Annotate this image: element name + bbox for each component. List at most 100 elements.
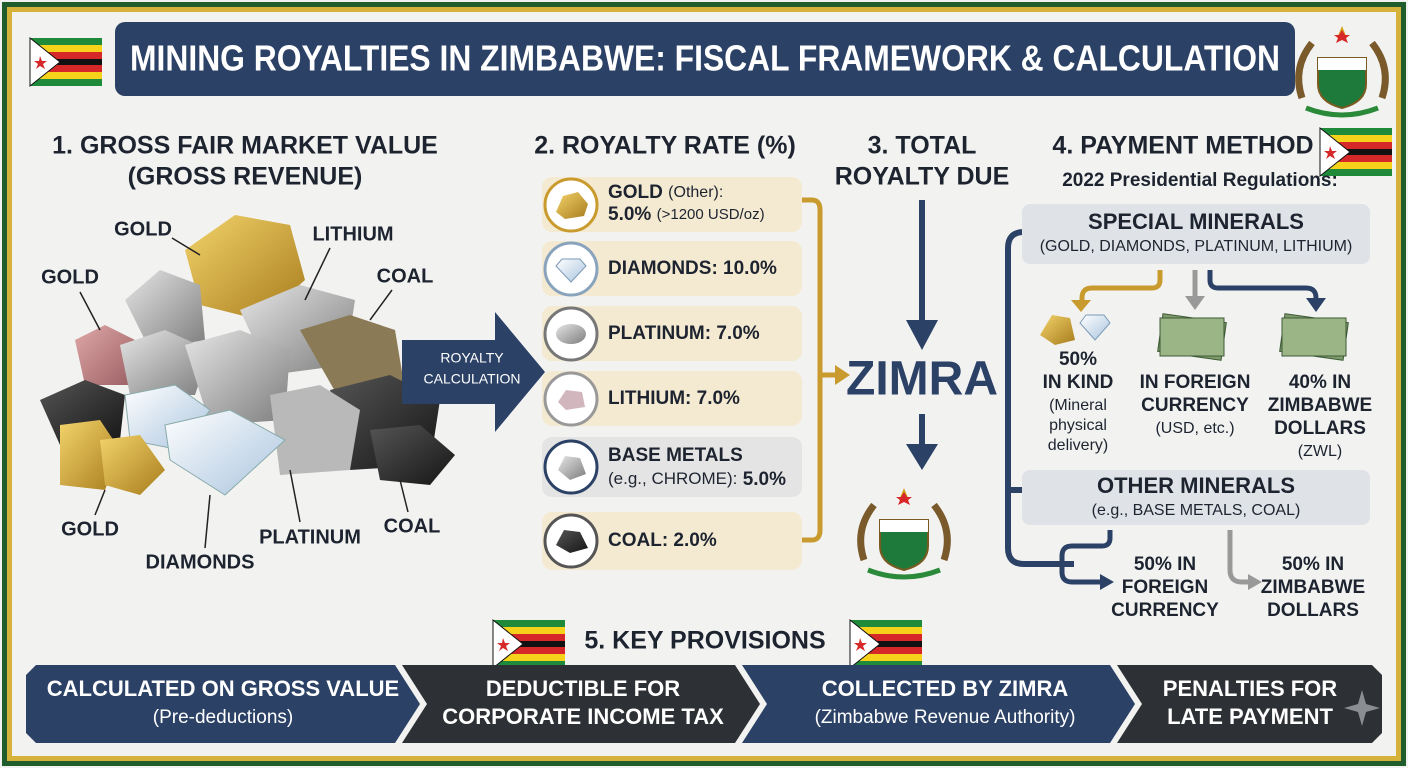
callouts-part — [204, 494, 211, 549]
bracket-arrowhead — [835, 365, 850, 385]
rate-text: LITHIUM: 7.0% — [608, 388, 740, 409]
box-note: (GOLD, DIAMONDS, PLATINUM, LITHIUM) — [1040, 238, 1353, 255]
option-note: delivery) — [1048, 437, 1108, 454]
rate-boxes — [542, 177, 802, 570]
callouts-part — [289, 469, 301, 523]
rate-detail: (>1200 USD/oz) — [657, 206, 765, 223]
section-title: 3. TOTAL — [868, 132, 977, 160]
rate-note: (Other): — [668, 184, 723, 201]
callouts-part — [304, 247, 331, 301]
title-bar — [115, 22, 1295, 96]
calculation-arrow — [402, 312, 545, 432]
branch-arrowhead — [1306, 298, 1326, 312]
rate-text: DIAMONDS: 10.0% — [608, 258, 777, 279]
payment-icons-part — [1159, 317, 1225, 357]
payment-icons-part — [1281, 317, 1347, 357]
option-text: ZIMBABWE — [1268, 395, 1372, 416]
rate-text: 5.0% (>1200 USD/oz) — [608, 204, 765, 225]
option-text: DOLLARS — [1267, 600, 1359, 621]
mineral-label: GOLD — [61, 518, 119, 540]
provision-text: PENALTIES FOR — [1163, 676, 1337, 701]
option-text: CURRENCY — [1111, 600, 1219, 621]
option-text: 50% — [1059, 349, 1097, 370]
box-note: (e.g., BASE METALS, COAL) — [1092, 502, 1301, 519]
payment-icons — [1040, 313, 1349, 361]
arrow-label: CALCULATION — [424, 371, 521, 387]
emblem-label: ZIMRA — [888, 522, 920, 533]
mineral-label: PLATINUM — [259, 526, 361, 548]
branch — [1059, 530, 1113, 585]
flow-arrowhead — [906, 320, 938, 350]
option-text: FOREIGN — [1122, 577, 1209, 598]
section-title: 2. ROYALTY RATE (%) — [534, 132, 796, 160]
option-text: IN KIND — [1043, 372, 1114, 393]
branch-arrowhead — [1071, 300, 1091, 312]
flag — [849, 619, 923, 669]
provision-text: DEDUCTIBLE FOR — [486, 676, 680, 701]
title: MINING ROYALTIES IN ZIMBABWE: FISCAL FRA… — [130, 38, 1280, 79]
callouts-part — [369, 289, 393, 321]
flag — [29, 37, 103, 87]
section-title: 4. PAYMENT METHOD — [1052, 132, 1313, 160]
rate-name: GOLD — [608, 182, 663, 203]
option-note: (USD, etc.) — [1155, 420, 1234, 437]
payment-icons-part — [1079, 314, 1111, 341]
authority: ZIMRA — [846, 353, 998, 406]
mineral-pile-part — [270, 385, 360, 475]
section-title: ROYALTY DUE — [835, 163, 1010, 191]
rate-name: BASE METALS — [608, 445, 743, 466]
rate-boxes-part — [542, 241, 802, 296]
callouts — [79, 237, 409, 549]
branch-arrowhead — [1248, 574, 1262, 590]
rate-boxes-part — [558, 456, 586, 480]
branch — [1207, 270, 1319, 301]
rate-boxes-part — [556, 530, 588, 553]
mineral-pile-part — [185, 215, 305, 320]
option-note: physical — [1049, 417, 1107, 434]
rate-value: 5.0% — [608, 204, 651, 225]
other-box — [1022, 470, 1370, 525]
mineral-label: GOLD — [41, 266, 99, 288]
rate-boxes-part — [542, 177, 802, 232]
bracket — [1005, 229, 1074, 567]
provision-chevron — [26, 665, 420, 743]
option-note: (Mineral — [1049, 397, 1107, 414]
mineral-pile-part — [164, 409, 286, 496]
mineral-pile-part — [185, 330, 290, 425]
rate-boxes-part — [542, 512, 802, 570]
rate-text: GOLD (Other): — [608, 182, 723, 203]
provision-note: (Pre-deductions) — [153, 707, 293, 728]
mineral-label: COAL — [377, 265, 434, 287]
rate-boxes-part — [555, 258, 587, 283]
branch — [1079, 270, 1163, 303]
provision-text: LATE PAYMENT — [1167, 704, 1333, 729]
section-title: 1. GROSS FAIR MARKET VALUE — [52, 132, 438, 160]
section-title: (GROSS REVENUE) — [128, 163, 363, 191]
box-title: SPECIAL MINERALS — [1088, 209, 1304, 234]
provision-text: COLLECTED BY ZIMRA — [822, 676, 1069, 701]
flag — [492, 619, 566, 669]
option-text: ZIMBABWE — [1261, 577, 1365, 598]
provision-text: CORPORATE INCOME TAX — [442, 704, 724, 729]
mineral-label: COAL — [384, 515, 441, 537]
mineral-label: LITHIUM — [312, 223, 393, 245]
rate-text: (e.g., CHROME): 5.0% — [608, 469, 786, 490]
rate-boxes-part — [542, 371, 802, 426]
rate-text: PLATINUM: 7.0% — [608, 323, 760, 344]
box-title: OTHER MINERALS — [1097, 473, 1295, 498]
rate-text: COAL: 2.0% — [608, 530, 717, 551]
rate-boxes-part — [556, 192, 588, 219]
mineral-pile-part — [370, 425, 455, 485]
callouts-part — [79, 291, 101, 331]
section-title: 5. KEY PROVISIONS — [584, 627, 825, 655]
option-text: CURRENCY — [1141, 395, 1249, 416]
branch-arrowhead — [1100, 574, 1114, 590]
callouts-part — [94, 489, 106, 516]
branch-arrowhead — [1185, 296, 1205, 310]
option-text: 50% IN — [1134, 554, 1196, 575]
rate-boxes-part — [558, 390, 585, 410]
mineral-pile-part — [100, 435, 165, 495]
bracket — [802, 197, 823, 543]
